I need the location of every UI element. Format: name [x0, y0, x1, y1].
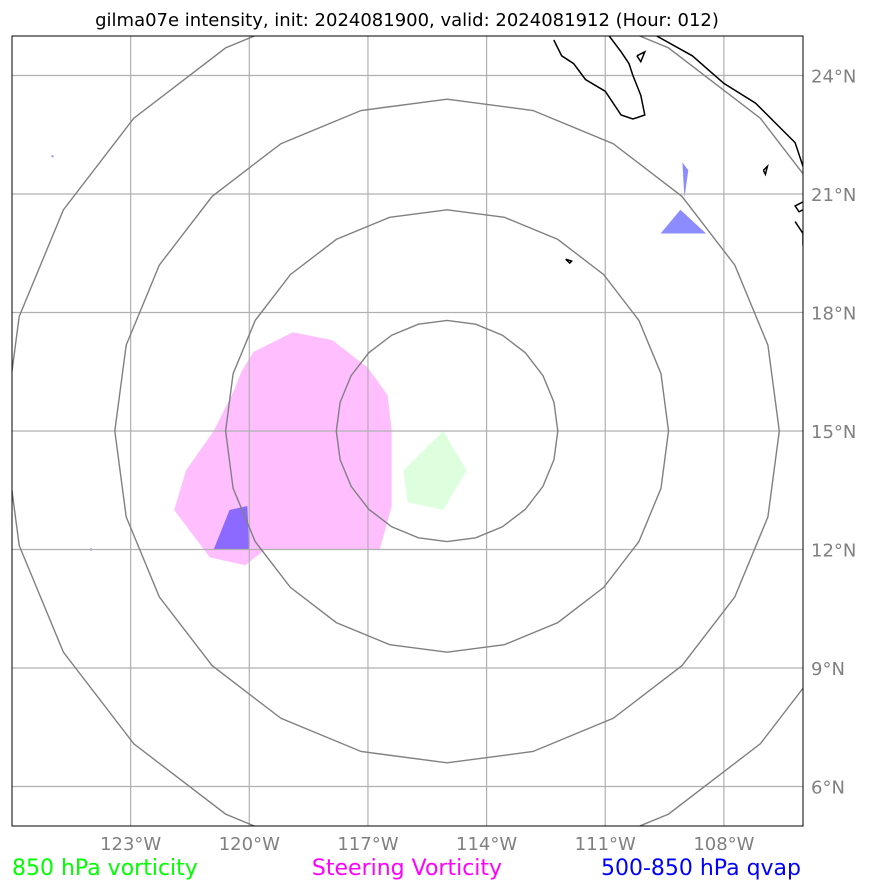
- latitude-tick-label: 12°N: [811, 541, 856, 562]
- latitude-tick-label: 9°N: [811, 659, 845, 680]
- qvap-area: [51, 155, 54, 158]
- steering-vorticity-area: [174, 332, 392, 566]
- legend-entry: Steering Vorticity: [312, 856, 502, 881]
- range-ring: [224, 209, 670, 653]
- plot-area: [12, 36, 803, 826]
- qvap-area: [660, 209, 707, 234]
- coastlines: [553, 36, 803, 265]
- latitude-tick-label: 15°N: [811, 422, 856, 443]
- qvap-area: [213, 506, 250, 550]
- range-ring: [12, 36, 803, 826]
- range-ring: [335, 319, 559, 543]
- longitude-tick-label: 114°W: [456, 834, 517, 855]
- qvap-area: [682, 162, 689, 198]
- legend-entry: 500-850 hPa qvap: [601, 856, 801, 881]
- steering-vorticity-layer: [174, 332, 392, 566]
- latitude-tick-label: 24°N: [811, 67, 856, 88]
- coastline: [553, 36, 646, 120]
- latitude-tick-label: 21°N: [811, 185, 856, 206]
- longitude-tick-label: 120°W: [219, 834, 280, 855]
- coastline: [636, 50, 647, 64]
- plot-frame: [11, 35, 804, 827]
- legend: 850 hPa vorticity Steering Vorticity 500-8…: [12, 856, 801, 881]
- coastline: [656, 36, 803, 167]
- map-title: gilma07e intensity, init: 2024081900, va…: [95, 10, 719, 31]
- longitude-tick-label: 108°W: [693, 834, 754, 855]
- coastline: [794, 201, 803, 213]
- vorticity-850-area: [403, 431, 467, 510]
- coastline: [794, 221, 803, 246]
- longitude-tick-label: 111°W: [575, 834, 636, 855]
- coastline: [762, 164, 769, 177]
- coastline: [565, 258, 573, 265]
- legend-entry: 850 hPa vorticity: [12, 856, 198, 881]
- range-rings: [12, 36, 803, 826]
- range-ring: [114, 98, 781, 764]
- axis-tick-labels: 123°W 120°W 117°W 114°W 111°W 108°W 6°N 9°N 12°N…: [100, 67, 856, 856]
- longitude-tick-label: 123°W: [100, 834, 161, 855]
- latitude-tick-label: 18°N: [811, 304, 856, 325]
- vorticity-850-layer: [403, 431, 467, 510]
- qvap-layer: [51, 155, 707, 551]
- latitude-tick-label: 6°N: [811, 778, 845, 799]
- longitude-tick-label: 117°W: [337, 834, 398, 855]
